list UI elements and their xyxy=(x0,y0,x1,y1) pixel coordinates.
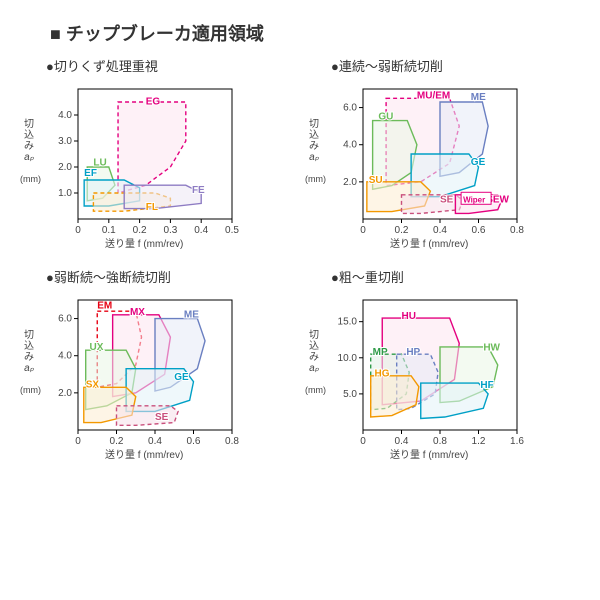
region-label: GE xyxy=(174,372,189,383)
region-label: SE xyxy=(155,412,169,423)
region-label: ME xyxy=(471,92,486,103)
chart-svg: EMMXMEUXGESXSE00.20.40.60.82.04.06.0 xyxy=(40,290,240,460)
region-label: UX xyxy=(90,342,104,353)
region-label: LU xyxy=(93,158,106,169)
y-tick-label: 15.0 xyxy=(338,317,358,328)
y-tick-label: 4.0 xyxy=(58,110,72,121)
region-label: SU xyxy=(369,175,383,186)
region-hf xyxy=(421,383,488,418)
region-fe xyxy=(124,185,201,208)
y-tick-label: 2.0 xyxy=(58,388,72,399)
y-axis-unit: (mm) xyxy=(305,174,326,184)
region-se xyxy=(402,195,464,214)
chart-svg: EGLUEFFLFE00.10.20.30.40.51.02.03.04.0 xyxy=(40,79,240,249)
x-axis-label: 送り量 f (mm/rev) xyxy=(390,235,468,250)
region-label: SE xyxy=(440,194,454,205)
x-tick-label: 1.2 xyxy=(472,436,486,447)
panel: ●連続～弱断続切削切込みaₚ(mm)MU/EMMEGUGESUSESEWWipe… xyxy=(325,56,580,249)
extra-label: Wiper xyxy=(463,195,485,204)
x-tick-label: 0 xyxy=(360,225,366,236)
panel: ●弱断続～強断続切削切込みaₚ(mm)EMMXMEUXGESXSE00.20.4… xyxy=(40,267,295,460)
panel-title: ●弱断続～強断続切削 xyxy=(46,267,295,286)
y-tick-label: 6.0 xyxy=(58,314,72,325)
region-label: EG xyxy=(146,97,161,108)
x-tick-label: 0.8 xyxy=(510,225,524,236)
main-title: ■ チップブレーカ適用領域 xyxy=(50,20,580,46)
y-tick-label: 3.0 xyxy=(58,136,72,147)
panel-title: ●切りくず処理重視 xyxy=(46,56,295,75)
x-tick-label: 1.6 xyxy=(510,436,524,447)
region-label: HW xyxy=(483,343,500,354)
y-tick-label: 4.0 xyxy=(343,140,357,151)
panel: ●切りくず処理重視切込みaₚ(mm)EGLUEFFLFE00.10.20.30.… xyxy=(40,56,295,249)
x-tick-label: 0 xyxy=(75,436,81,447)
region-label: GU xyxy=(378,112,393,123)
region-label: MP xyxy=(373,347,388,358)
region-label: FE xyxy=(192,185,205,196)
region-label: MU/EM xyxy=(417,90,450,101)
y-axis-label: 切込みaₚ xyxy=(22,330,36,374)
x-tick-label: 0.4 xyxy=(194,225,208,236)
y-axis-label: 切込みaₚ xyxy=(22,119,36,163)
x-tick-label: 0.6 xyxy=(472,225,486,236)
x-tick-label: 0.6 xyxy=(187,436,201,447)
chart-svg: MU/EMMEGUGESUSESEWWiper00.20.40.60.82.04… xyxy=(325,79,525,249)
x-tick-label: 0 xyxy=(75,225,81,236)
region-label: EM xyxy=(97,300,112,311)
region-label: SX xyxy=(86,379,100,390)
y-tick-label: 6.0 xyxy=(343,103,357,114)
y-axis-unit: (mm) xyxy=(305,385,326,395)
region-hg xyxy=(371,376,419,417)
region-label: MX xyxy=(130,307,145,318)
region-label: HF xyxy=(480,380,493,391)
x-tick-label: 0.8 xyxy=(225,436,239,447)
region-label: EF xyxy=(84,168,97,179)
x-axis-label: 送り量 f (mm/rev) xyxy=(105,235,183,250)
region-label: HG xyxy=(375,369,390,380)
panel: ●粗～重切削切込みaₚ(mm)HUHWMPHPHGHF00.40.81.21.6… xyxy=(325,267,580,460)
x-axis-label: 送り量 f (mm/rev) xyxy=(105,446,183,461)
y-axis-unit: (mm) xyxy=(20,385,41,395)
panel-grid: ●切りくず処理重視切込みaₚ(mm)EGLUEFFLFE00.10.20.30.… xyxy=(40,56,580,460)
y-tick-label: 4.0 xyxy=(58,351,72,362)
region-se xyxy=(117,406,179,426)
region-label: GE xyxy=(471,157,486,168)
y-tick-label: 10.0 xyxy=(338,353,358,364)
y-axis-unit: (mm) xyxy=(20,174,41,184)
region-label: FL xyxy=(146,202,158,213)
y-tick-label: 5.0 xyxy=(343,389,357,400)
region-eg xyxy=(118,102,186,193)
y-tick-label: 1.0 xyxy=(58,188,72,199)
chart-svg: HUHWMPHPHGHF00.40.81.21.65.010.015.0 xyxy=(325,290,525,460)
y-axis-label: 切込みaₚ xyxy=(307,119,321,163)
y-axis-label: 切込みaₚ xyxy=(307,330,321,374)
panel-title: ●連続～弱断続切削 xyxy=(331,56,580,75)
y-tick-label: 2.0 xyxy=(58,162,72,173)
y-tick-label: 2.0 xyxy=(343,177,357,188)
region-label: HP xyxy=(406,347,420,358)
x-tick-label: 0 xyxy=(360,436,366,447)
region-label: HU xyxy=(402,311,416,322)
x-tick-label: 0.5 xyxy=(225,225,239,236)
region-label: ME xyxy=(184,310,199,321)
x-axis-label: 送り量 f (mm/rev) xyxy=(390,446,468,461)
panel-title: ●粗～重切削 xyxy=(331,267,580,286)
